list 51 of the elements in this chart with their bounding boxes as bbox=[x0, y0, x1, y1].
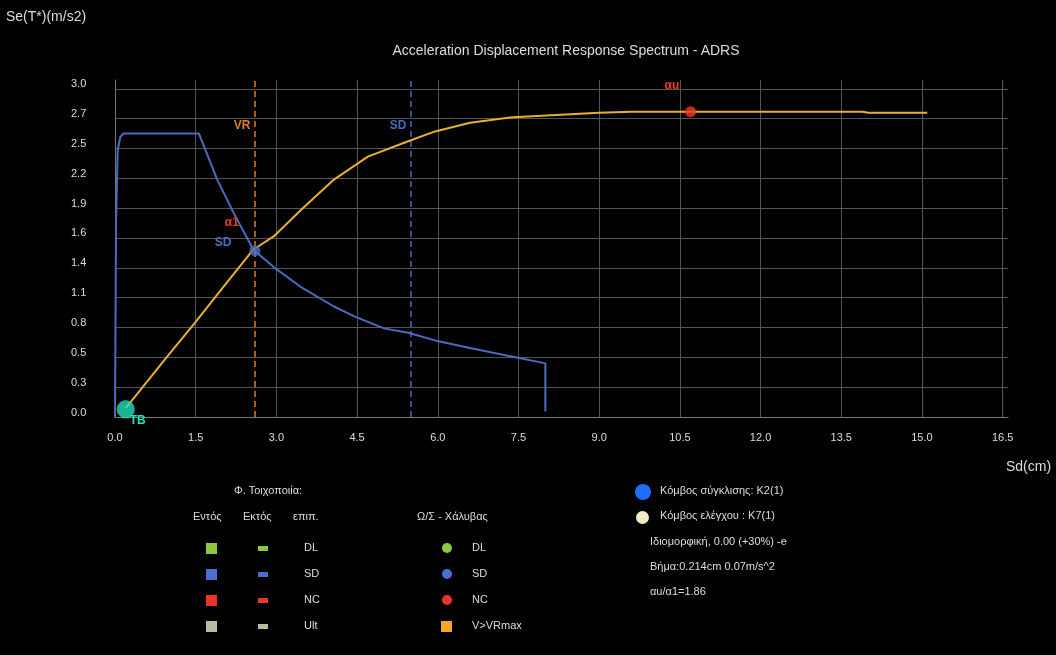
text: Ult bbox=[304, 619, 318, 631]
chart-title: Acceleration Displacement Response Spectrum - ADRS bbox=[392, 42, 740, 58]
text: Ιδιομορφική, 0.00 (+30%) -e bbox=[650, 535, 787, 547]
text: Εκτός bbox=[243, 510, 272, 522]
text: Κόμβος σύγκλισης: K2(1) bbox=[660, 484, 784, 496]
y-tick-label: 3.0 bbox=[71, 77, 87, 90]
x-tick-label: 10.5 bbox=[669, 430, 691, 443]
text: NC bbox=[304, 593, 320, 605]
x-tick-label: 16.5 bbox=[991, 430, 1014, 443]
y-axis-title: Se(T*)(m/s2) bbox=[6, 8, 87, 24]
text: Κόμβος ελέγχου : K7(1) bbox=[660, 509, 775, 521]
y-tick-label: 2.7 bbox=[71, 107, 87, 120]
text: SD bbox=[304, 567, 320, 579]
y-tick-label: 2.5 bbox=[71, 136, 87, 149]
text: V>VRmax bbox=[472, 619, 522, 631]
y-tick-label: 1.1 bbox=[71, 286, 87, 299]
text: Εντός bbox=[193, 510, 222, 522]
y-tick-label: 2.2 bbox=[71, 166, 87, 179]
x-tick-label: 4.5 bbox=[349, 430, 365, 443]
x-tick-label: 7.5 bbox=[510, 430, 527, 443]
y-tick-label: 0.0 bbox=[71, 405, 87, 418]
x-tick-label: 0.0 bbox=[107, 430, 123, 443]
x-axis-title: Sd(cm) bbox=[1006, 458, 1052, 474]
y-tick-label: 0.8 bbox=[71, 316, 87, 328]
y-tick-label: 0.3 bbox=[71, 375, 87, 388]
annotation: SD bbox=[214, 234, 232, 249]
x-tick-label: 9.0 bbox=[591, 430, 607, 443]
x-tick-label: 6.0 bbox=[430, 430, 446, 443]
ref-line-label: VR bbox=[233, 118, 251, 132]
text: SD bbox=[472, 567, 488, 579]
text: Ω/Σ - Χάλυβας bbox=[417, 510, 488, 522]
annotation: αu bbox=[664, 77, 680, 92]
text: DL bbox=[472, 541, 487, 553]
x-tick-label: 1.5 bbox=[188, 430, 204, 443]
x-tick-label: 15.0 bbox=[911, 430, 933, 443]
annotation: TB bbox=[129, 413, 146, 428]
ref-line-label: SD bbox=[389, 118, 407, 132]
text: Φ. Τοιχοποιία: bbox=[234, 484, 303, 496]
text: αu/α1=1.86 bbox=[650, 585, 706, 597]
x-tick-label: 12.0 bbox=[749, 430, 772, 443]
text: DL bbox=[304, 541, 319, 553]
x-tick-label: 3.0 bbox=[268, 430, 285, 443]
text: επιπ. bbox=[293, 510, 319, 522]
text: Βήμα:0.214cm 0.07m/s^2 bbox=[650, 560, 775, 572]
x-tick-label: 13.5 bbox=[830, 430, 852, 443]
y-tick-label: 0.5 bbox=[71, 345, 87, 358]
text: NC bbox=[472, 593, 488, 605]
y-tick-label: 1.6 bbox=[71, 226, 87, 239]
annotation: α1 bbox=[224, 214, 239, 229]
y-tick-label: 1.4 bbox=[71, 256, 87, 269]
y-tick-label: 1.9 bbox=[71, 196, 87, 209]
